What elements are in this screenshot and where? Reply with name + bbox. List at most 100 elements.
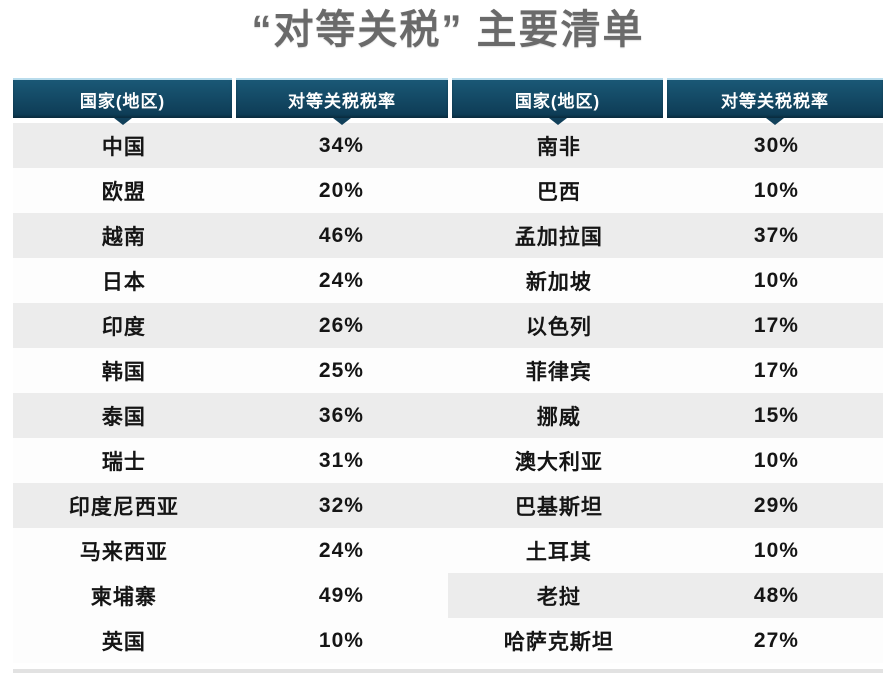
header-rate-right-label: 对等关税税率 <box>721 91 829 111</box>
country-cell: 日本 <box>101 270 146 294</box>
rate-cell: 30% <box>753 133 799 157</box>
country-cell: 韩国 <box>101 360 146 384</box>
country-cell: 欧盟 <box>101 180 146 204</box>
rate-cell: 10% <box>753 178 799 202</box>
row-right-half: 孟加拉国 37% <box>448 213 883 258</box>
table-row: 日本 24% 新加坡 10% <box>13 258 883 303</box>
country-cell: 孟加拉国 <box>514 225 603 249</box>
row-left-half: 印度尼西亚 32% <box>13 483 448 528</box>
row-right-half: 以色列 17% <box>448 303 883 348</box>
rate-cell: 31% <box>318 448 364 472</box>
table-row: 韩国 25% 菲律宾 17% <box>13 348 883 393</box>
rate-cell: 49% <box>318 583 364 607</box>
page-title: “对等关税” 主要清单 <box>251 8 645 52</box>
row-left-half: 英国 10% <box>13 618 448 663</box>
row-left-half: 马来西亚 24% <box>13 528 448 573</box>
rate-cell: 34% <box>318 133 364 157</box>
header-rate-left-label: 对等关税税率 <box>288 91 396 111</box>
country-cell: 老挝 <box>536 585 581 609</box>
table-body: 中国 34% 南非 30% 欧盟 20% 巴西 10% 越南 46% 孟加拉国 37% 日本 24% 新加坡… <box>13 123 883 663</box>
table-row: 英国 10% 哈萨克斯坦 27% <box>13 618 883 663</box>
header-country-right-label: 国家(地区) <box>514 91 601 111</box>
row-left-half: 越南 46% <box>13 213 448 258</box>
table-row: 柬埔寨 49% 老挝 48% <box>13 573 883 618</box>
rate-cell: 24% <box>318 268 364 292</box>
table-row: 欧盟 20% 巴西 10% <box>13 168 883 213</box>
table-row: 印度尼西亚 32% 巴基斯坦 29% <box>13 483 883 528</box>
table-row: 印度 26% 以色列 17% <box>13 303 883 348</box>
country-cell: 英国 <box>101 630 146 654</box>
row-left-half: 韩国 25% <box>13 348 448 393</box>
row-right-half: 挪威 15% <box>448 393 883 438</box>
table-row: 马来西亚 24% 土耳其 10% <box>13 528 883 573</box>
header-country-right: 国家(地区) <box>452 78 663 125</box>
row-right-half: 新加坡 10% <box>448 258 883 303</box>
rate-cell: 15% <box>753 403 799 427</box>
row-right-half: 巴基斯坦 29% <box>448 483 883 528</box>
country-cell: 印度尼西亚 <box>68 495 179 519</box>
rate-cell: 37% <box>753 223 799 247</box>
country-cell: 巴基斯坦 <box>514 495 603 519</box>
rate-cell: 29% <box>753 493 799 517</box>
rate-cell: 24% <box>318 538 364 562</box>
row-left-half: 欧盟 20% <box>13 168 448 213</box>
country-cell: 马来西亚 <box>79 540 168 564</box>
rate-cell: 36% <box>318 403 364 427</box>
rate-cell: 25% <box>318 358 364 382</box>
row-right-half: 老挝 48% <box>448 573 883 618</box>
rate-cell: 17% <box>753 358 799 382</box>
row-right-half: 土耳其 10% <box>448 528 883 573</box>
country-cell: 巴西 <box>536 180 581 204</box>
row-right-half: 澳大利亚 10% <box>448 438 883 483</box>
row-right-half: 巴西 10% <box>448 168 883 213</box>
row-left-half: 柬埔寨 49% <box>13 573 448 618</box>
row-left-half: 泰国 36% <box>13 393 448 438</box>
table-row: 越南 46% 孟加拉国 37% <box>13 213 883 258</box>
country-cell: 以色列 <box>525 315 592 339</box>
table-row: 泰国 36% 挪威 15% <box>13 393 883 438</box>
rate-cell: 20% <box>318 178 364 202</box>
header-rate-right: 对等关税税率 <box>667 78 883 125</box>
header-country-left-label: 国家(地区) <box>79 91 166 111</box>
table-row: 瑞士 31% 澳大利亚 10% <box>13 438 883 483</box>
rate-cell: 46% <box>318 223 364 247</box>
rate-cell: 10% <box>753 538 799 562</box>
country-cell: 新加坡 <box>525 270 592 294</box>
country-cell: 印度 <box>101 315 146 339</box>
rate-cell: 48% <box>753 583 799 607</box>
row-right-half: 南非 30% <box>448 123 883 168</box>
country-cell: 瑞士 <box>101 450 146 474</box>
rate-cell: 10% <box>318 628 364 652</box>
country-cell: 澳大利亚 <box>514 450 603 474</box>
table-row: 中国 34% 南非 30% <box>13 123 883 168</box>
header-notch-icon <box>548 118 567 125</box>
country-cell: 土耳其 <box>525 540 592 564</box>
rate-cell: 26% <box>318 313 364 337</box>
country-cell: 中国 <box>101 135 146 159</box>
row-right-half: 哈萨克斯坦 27% <box>448 618 883 663</box>
rate-cell: 17% <box>753 313 799 337</box>
country-cell: 南非 <box>536 135 581 159</box>
header-notch-icon <box>333 118 351 125</box>
header-notch-icon <box>113 118 132 125</box>
tariff-table: 国家(地区) 对等关税税率 国家(地区) 对等关税税率 中国 34% 南非 30% 欧盟… <box>13 78 883 673</box>
country-cell: 柬埔寨 <box>90 585 157 609</box>
header-country-left: 国家(地区) <box>13 78 232 125</box>
country-cell: 挪威 <box>536 405 581 429</box>
row-left-half: 日本 24% <box>13 258 448 303</box>
row-right-half: 菲律宾 17% <box>448 348 883 393</box>
country-cell: 哈萨克斯坦 <box>503 630 614 654</box>
country-cell: 越南 <box>101 225 146 249</box>
row-left-half: 印度 26% <box>13 303 448 348</box>
rate-cell: 10% <box>753 268 799 292</box>
rate-cell: 32% <box>318 493 364 517</box>
header-notch-icon <box>766 118 784 125</box>
country-cell: 泰国 <box>101 405 146 429</box>
row-left-half: 瑞士 31% <box>13 438 448 483</box>
rate-cell: 27% <box>753 628 799 652</box>
row-left-half: 中国 34% <box>13 123 448 168</box>
country-cell: 菲律宾 <box>525 360 592 384</box>
rate-cell: 10% <box>753 448 799 472</box>
table-header-row: 国家(地区) 对等关税税率 国家(地区) 对等关税税率 <box>13 78 883 125</box>
